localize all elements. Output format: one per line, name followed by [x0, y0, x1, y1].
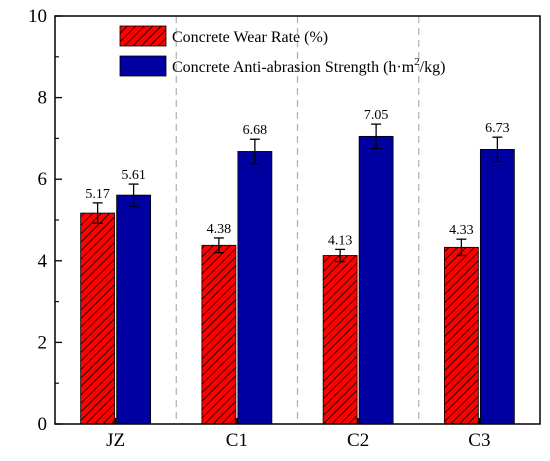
legend-swatch-wear-rate — [119, 25, 167, 47]
data-label: 6.73 — [485, 121, 510, 136]
legend: Concrete Wear Rate (%) Concrete Anti-abr… — [119, 25, 445, 77]
legend-label-wear-rate: Concrete Wear Rate (%) — [172, 29, 328, 46]
bar-strength — [237, 151, 273, 425]
y-tick-label: 6 — [38, 169, 48, 190]
bar-wear-rate — [322, 255, 358, 425]
data-label: 4.33 — [449, 223, 474, 238]
y-tick-label: 2 — [38, 332, 48, 353]
bar-wear-rate — [80, 212, 116, 425]
legend-label-strength: Concrete Anti-abrasion Strength (h·m2/kg… — [172, 56, 445, 76]
data-label: 4.13 — [328, 233, 353, 248]
data-label: 7.05 — [364, 108, 389, 123]
bar-wear-rate — [443, 246, 479, 425]
bar-strength — [479, 149, 515, 425]
x-tick-label: C2 — [347, 430, 369, 451]
data-label: 4.38 — [207, 222, 232, 237]
x-axis: JZ C1 C2 C3 — [106, 418, 490, 451]
bars-group — [80, 135, 515, 425]
legend-swatch-strength — [119, 55, 167, 77]
x-tick-label: C3 — [468, 430, 490, 451]
bar-wear-rate — [201, 244, 237, 425]
legend-strength-sup: 2 — [414, 56, 420, 68]
data-label: 6.68 — [243, 123, 268, 138]
error-bars-group — [92, 123, 503, 263]
x-tick-label: C1 — [226, 430, 248, 451]
category-separators — [175, 16, 420, 424]
data-labels-group: 5.17 4.38 4.13 4.33 5.61 6.68 7.05 6.73 — [85, 108, 509, 248]
legend-strength-suffix: /kg) — [420, 59, 446, 76]
y-tick-label: 8 — [38, 88, 48, 109]
x-tick-label: JZ — [106, 430, 125, 451]
legend-strength-prefix: Concrete Anti-abrasion Strength (h·m — [172, 59, 415, 76]
data-label: 5.61 — [121, 168, 146, 183]
y-axis: 0 2 4 6 8 10 — [28, 6, 62, 435]
data-label: 5.17 — [85, 187, 110, 202]
bar-strength — [116, 194, 152, 425]
y-tick-label: 10 — [28, 6, 47, 27]
y-tick-label: 4 — [38, 251, 48, 272]
y-tick-label: 0 — [38, 414, 48, 435]
bar-strength — [358, 135, 394, 425]
